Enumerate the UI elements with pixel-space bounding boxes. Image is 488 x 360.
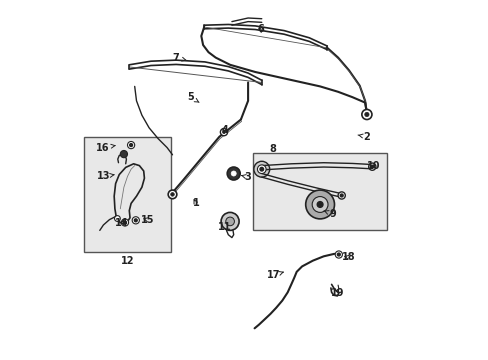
Circle shape <box>231 171 236 176</box>
Circle shape <box>368 163 375 170</box>
Circle shape <box>225 217 234 226</box>
Text: 6: 6 <box>257 24 264 34</box>
Circle shape <box>305 190 334 219</box>
Text: 2: 2 <box>357 132 369 142</box>
Circle shape <box>361 109 371 120</box>
Circle shape <box>337 253 340 256</box>
Circle shape <box>370 165 373 168</box>
Circle shape <box>132 217 139 224</box>
Circle shape <box>220 129 227 136</box>
Circle shape <box>129 144 132 147</box>
Text: 7: 7 <box>172 53 185 63</box>
Text: 9: 9 <box>323 209 335 219</box>
Text: 1: 1 <box>192 198 199 208</box>
Text: 12: 12 <box>121 256 134 266</box>
Circle shape <box>253 161 269 177</box>
Circle shape <box>311 197 327 212</box>
Bar <box>84 137 170 252</box>
Text: 19: 19 <box>330 288 344 298</box>
Circle shape <box>335 251 342 258</box>
Text: 15: 15 <box>140 215 154 225</box>
Circle shape <box>221 212 239 230</box>
Text: 14: 14 <box>115 218 128 228</box>
Circle shape <box>120 150 127 158</box>
Circle shape <box>134 219 137 222</box>
Circle shape <box>114 216 120 221</box>
Circle shape <box>170 193 174 196</box>
Text: 13: 13 <box>97 171 114 181</box>
Text: 5: 5 <box>187 92 199 102</box>
Circle shape <box>127 141 134 149</box>
Text: 3: 3 <box>241 172 251 182</box>
Bar <box>253 153 386 230</box>
Text: 10: 10 <box>366 161 379 171</box>
Circle shape <box>337 192 345 199</box>
Circle shape <box>123 221 126 224</box>
Circle shape <box>364 112 368 117</box>
Text: 18: 18 <box>342 252 355 262</box>
Text: 11: 11 <box>218 222 231 232</box>
Circle shape <box>317 202 322 207</box>
Circle shape <box>227 167 240 180</box>
Text: 17: 17 <box>266 270 283 280</box>
Circle shape <box>260 167 263 171</box>
Circle shape <box>222 131 225 134</box>
Circle shape <box>340 194 343 197</box>
Circle shape <box>257 165 265 174</box>
Circle shape <box>121 219 128 226</box>
Circle shape <box>168 190 177 199</box>
Text: 8: 8 <box>269 144 276 154</box>
Text: 16: 16 <box>95 143 115 153</box>
Text: 4: 4 <box>221 125 227 135</box>
